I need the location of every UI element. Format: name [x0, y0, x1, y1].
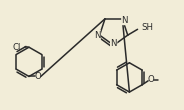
Text: Cl: Cl — [13, 43, 21, 52]
Text: N: N — [122, 16, 128, 25]
Text: O: O — [34, 72, 41, 81]
Text: SH: SH — [141, 23, 153, 32]
Text: N: N — [110, 39, 117, 48]
Text: O: O — [148, 75, 154, 84]
Text: N: N — [94, 31, 100, 40]
